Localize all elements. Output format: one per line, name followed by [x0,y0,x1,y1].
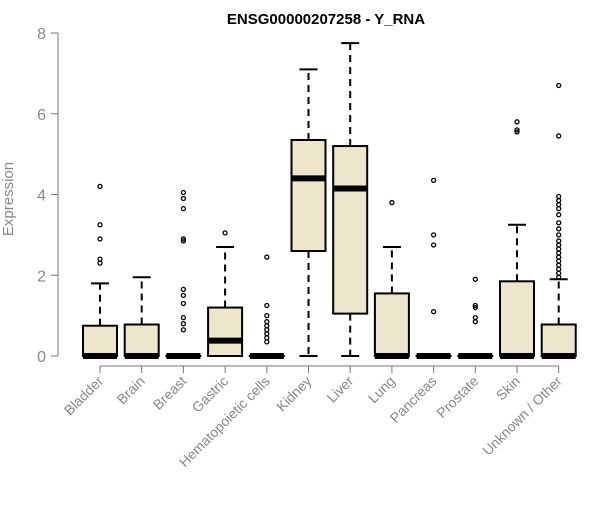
outlier-point [98,237,102,241]
outlier-point [432,310,436,314]
x-tick-label: Breast [150,373,190,413]
outlier-point [557,227,561,231]
y-tick-label: 0 [37,349,46,366]
outlier-point [473,316,477,320]
y-axis: 0 2 4 6 8 [37,26,58,366]
outlier-point [557,213,561,217]
outlier-point [98,257,102,261]
outlier-point [181,316,185,320]
y-tick-label: 6 [37,107,46,124]
box-gastric [208,231,242,356]
box-body [292,140,326,251]
boxes-layer [83,43,576,356]
box-body [83,326,117,356]
outlier-point [98,223,102,227]
outlier-point [557,134,561,138]
box-brain [125,277,159,356]
box-breast [166,190,200,356]
outlier-point [181,190,185,194]
outlier-point [515,120,519,124]
x-tick-label: Brain [113,373,147,407]
box-hematopoietic-cells [250,255,284,356]
box-body [542,325,576,356]
y-tick-label: 8 [37,26,46,43]
outlier-point [181,322,185,326]
outlier-point [557,195,561,199]
x-tick-label: Lung [365,373,398,406]
box-bladder [83,184,117,356]
y-tick-label: 4 [37,188,46,205]
box-pancreas [417,178,451,356]
outlier-point [181,287,185,291]
outlier-point [390,201,394,205]
outlier-point [181,328,185,332]
outlier-point [265,320,269,324]
box-body [125,325,159,356]
outlier-point [557,221,561,225]
outlier-point [265,304,269,308]
x-tick-label: Skin [493,373,524,404]
box-skin [500,120,534,356]
box-prostate [458,277,492,356]
box-body [375,293,409,356]
outlier-point [557,233,561,237]
y-tick-label: 2 [37,268,46,285]
outlier-point [181,197,185,201]
box-kidney [292,69,326,356]
outlier-point [223,231,227,235]
outlier-point [432,243,436,247]
chart-title: ENSG00000207258 - Y_RNA [227,11,425,28]
box-body [208,308,242,356]
x-tick-label: Bladder [61,373,107,419]
outlier-point [181,302,185,306]
x-tick-label: Liver [324,373,357,406]
outlier-point [181,293,185,297]
box-body [333,146,367,314]
box-liver [333,43,367,356]
box-lung [375,201,409,356]
outlier-point [265,255,269,259]
box-body [500,281,534,356]
x-tick-label: Kidney [273,373,315,415]
outlier-point [557,239,561,243]
outlier-point [265,314,269,318]
outlier-point [473,277,477,281]
x-tick-label: Prostate [433,373,481,421]
box-unknown-other [542,83,576,356]
outlier-point [181,207,185,211]
y-axis-label: Expression [0,162,17,236]
outlier-point [432,233,436,237]
outlier-point [98,184,102,188]
outlier-point [557,83,561,87]
outlier-point [432,178,436,182]
x-tick-label: Unknown / Other [479,373,565,459]
